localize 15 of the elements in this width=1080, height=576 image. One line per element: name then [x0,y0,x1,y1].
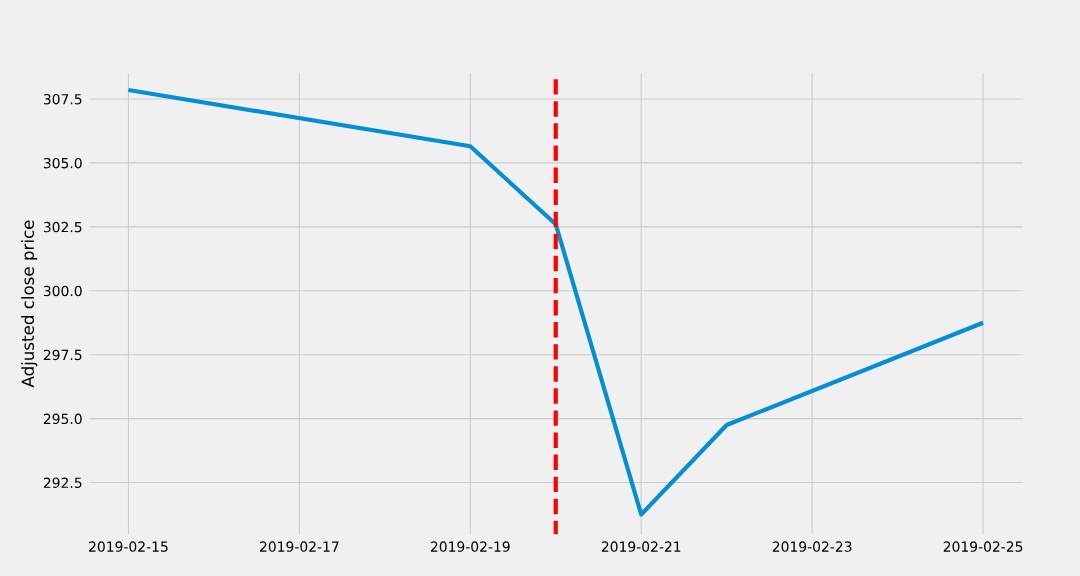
y-tick-label: 297.5 [43,349,82,361]
x-tick-label: 2019-02-23 [772,541,852,552]
x-tick-label: 2019-02-15 [89,541,168,552]
y-tick-label: 302.5 [43,221,82,233]
y-tick-label: 292.5 [43,477,82,489]
x-tick-label: 2019-02-17 [260,541,339,552]
x-tick-label: 2019-02-21 [601,541,681,552]
y-tick-label: 295.0 [43,413,82,425]
y-axis-title: Adjusted close price [21,220,38,388]
x-tick-label: 2019-02-25 [943,541,1023,552]
y-tick-label: 300.0 [43,285,82,297]
line-series [126,87,986,517]
y-tick-label: 307.5 [43,93,82,105]
x-tick-label: 2019-02-19 [430,541,510,552]
y-tick-label: 305.0 [43,157,82,169]
